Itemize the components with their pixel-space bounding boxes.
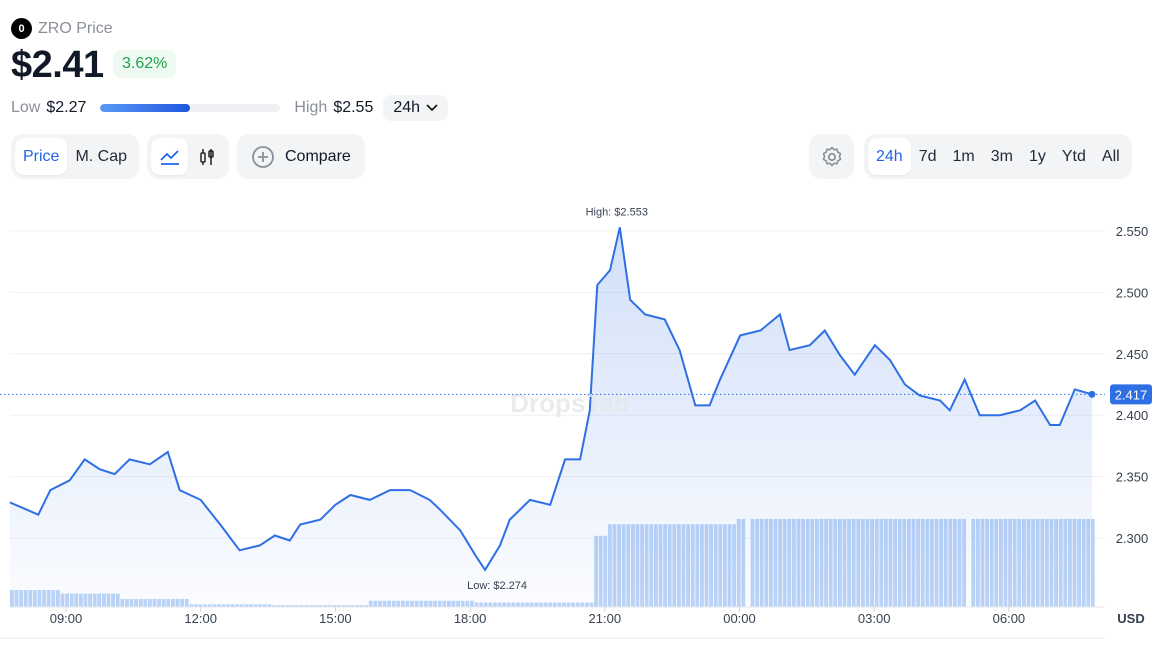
settings-button[interactable] (809, 134, 854, 179)
high-value: $2.55 (333, 99, 374, 116)
period-1m[interactable]: 1m (952, 147, 975, 165)
current-price-badge (1110, 384, 1152, 405)
x-tick-label: 03:00 (858, 611, 891, 626)
compare-button[interactable]: Compare (237, 134, 365, 179)
watermark: DropsTab (510, 388, 629, 418)
currency-label: USD (1117, 611, 1144, 626)
range-period-dropdown[interactable]: 24h (383, 95, 449, 121)
period-7d[interactable]: 7d (918, 147, 937, 165)
x-tick-label: 09:00 (50, 611, 83, 626)
y-tick-label: 2.450 (1116, 347, 1149, 362)
tab-price[interactable]: Price (15, 138, 68, 175)
high-annotation: High: $2.553 (586, 206, 648, 218)
coin-title: ZRO Price (38, 19, 113, 37)
line-chart-button[interactable] (151, 138, 188, 175)
period-ytd[interactable]: Ytd (1061, 147, 1086, 165)
coin-header: 0 ZRO Price (11, 18, 113, 39)
y-tick-label: 2.550 (1116, 224, 1149, 239)
period-tabs: 24h 7d 1m 3m 1y Ytd All (864, 134, 1132, 179)
line-chart-icon (160, 149, 179, 165)
x-tick-label: 06:00 (993, 611, 1026, 626)
period-1y[interactable]: 1y (1028, 147, 1046, 165)
current-price-dot (1088, 390, 1096, 398)
range-bar-fill (100, 104, 191, 112)
plus-circle-icon (252, 145, 274, 168)
high-label: High (294, 99, 328, 116)
price-line (9, 227, 1093, 572)
candlestick-button[interactable] (188, 138, 225, 175)
y-tick-label: 2.350 (1116, 470, 1149, 485)
range-bar (100, 104, 281, 112)
volume-bar (1091, 518, 1095, 607)
tab-market-cap[interactable]: M. Cap (75, 147, 128, 165)
low-label: Low (11, 99, 41, 116)
metric-tabs: Price M. Cap (11, 134, 140, 179)
period-all[interactable]: All (1101, 147, 1120, 165)
price-area (9, 227, 1092, 608)
x-tick-label: 18:00 (454, 611, 487, 626)
price-change-badge: 3.62% (113, 50, 177, 78)
x-tick-label: 21:00 (589, 611, 622, 626)
current-price-label: 2.417 (1115, 387, 1148, 402)
x-tick-label: 00:00 (723, 611, 756, 626)
chevron-down-icon (426, 104, 438, 112)
current-price: $2.41 (11, 44, 104, 86)
period-24h[interactable]: 24h (868, 138, 911, 175)
gear-icon (822, 146, 841, 166)
y-tick-label: 2.400 (1116, 408, 1149, 423)
range-period-value: 24h (393, 99, 421, 116)
price-chart[interactable]: DropsTab 2.417 High: $2.553 Low: $2.274 … (0, 190, 1176, 645)
low-annotation: Low: $2.274 (467, 580, 527, 592)
period-3m[interactable]: 3m (990, 147, 1013, 165)
x-tick-label: 12:00 (184, 611, 217, 626)
y-tick-label: 2.300 (1116, 531, 1149, 546)
x-tick-label: 15:00 (319, 611, 352, 626)
low-value: $2.27 (46, 99, 87, 116)
compare-label: Compare (285, 147, 351, 165)
chart-type-tabs (147, 134, 229, 179)
zro-logo-icon: 0 (11, 18, 32, 39)
price-range: Low $2.27 High $2.55 24h (11, 95, 449, 121)
candlestick-icon (199, 148, 214, 165)
y-tick-label: 2.500 (1116, 285, 1149, 300)
